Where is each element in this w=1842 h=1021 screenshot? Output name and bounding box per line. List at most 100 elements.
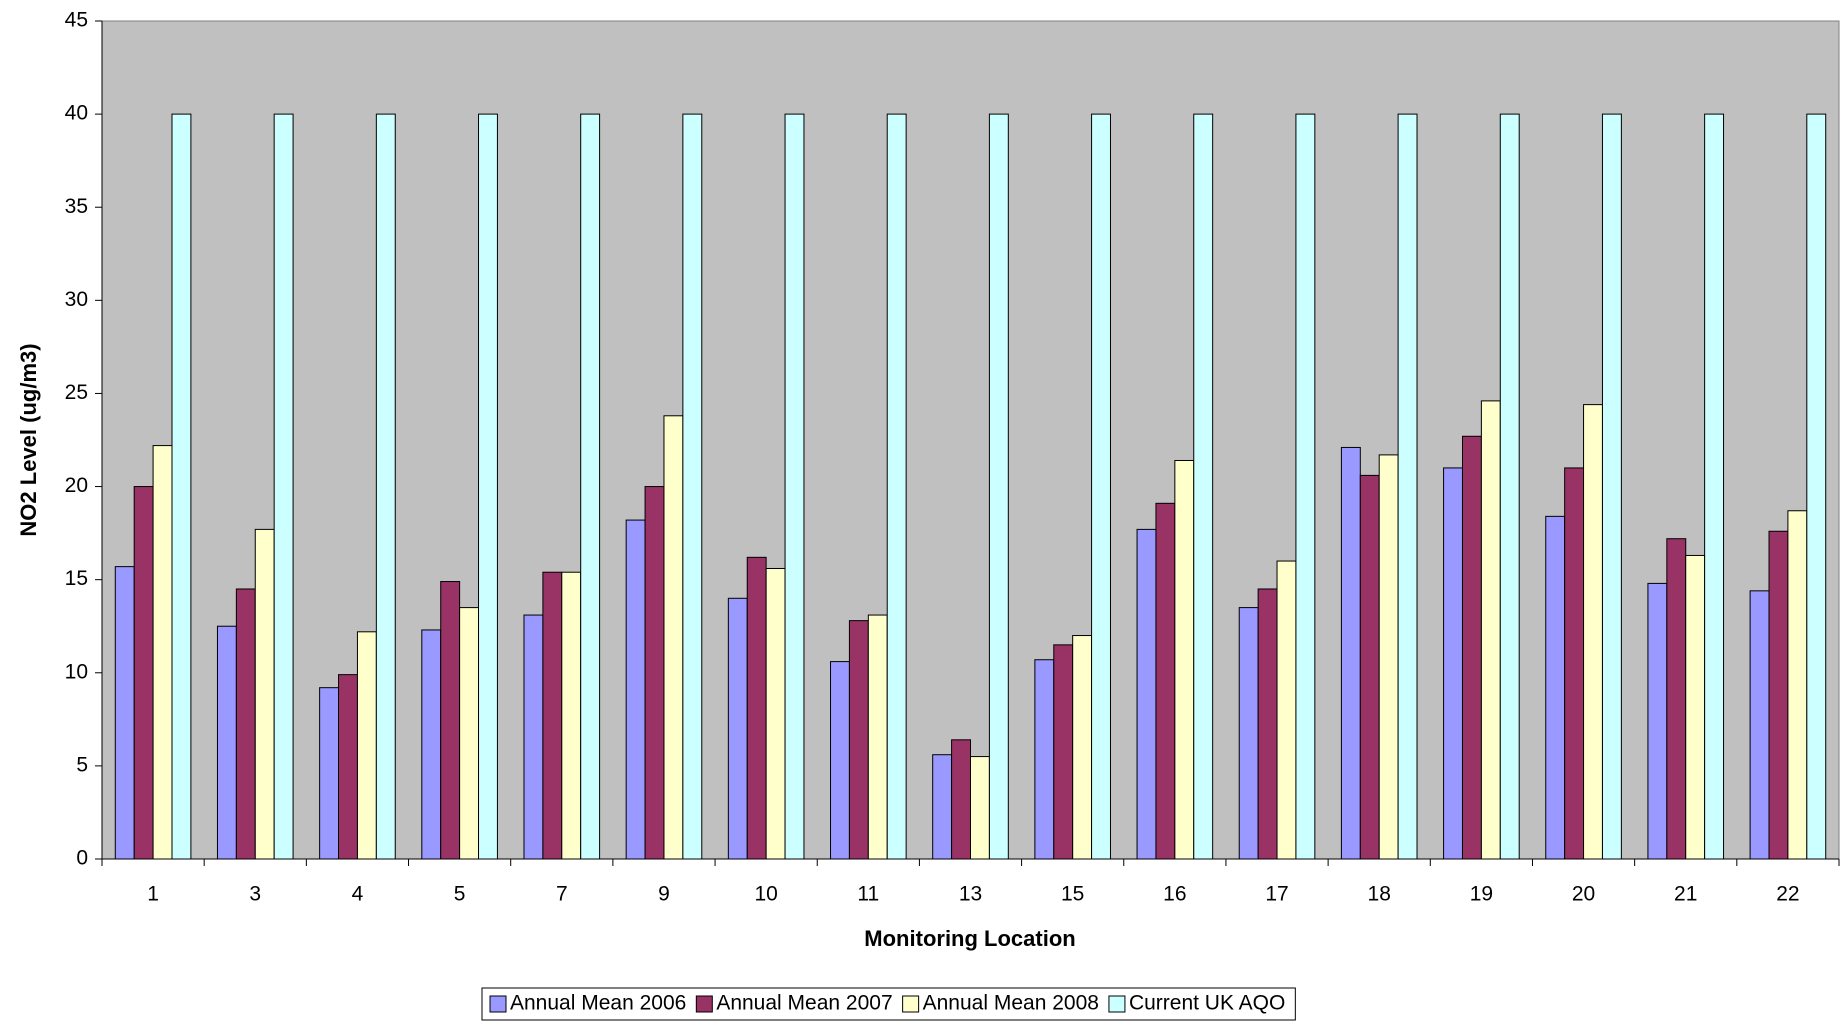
bar — [644, 486, 665, 860]
x-tick-label: 19 — [1470, 883, 1493, 906]
bar — [273, 113, 294, 860]
bar — [133, 486, 154, 860]
bar — [1806, 113, 1827, 860]
x-tick-label: 1 — [147, 883, 159, 906]
bar — [1359, 474, 1380, 860]
y-tick-label: 5 — [76, 753, 88, 776]
bar — [478, 113, 498, 860]
bar — [580, 113, 601, 860]
legend-swatch — [1108, 995, 1126, 1013]
bar — [932, 754, 953, 860]
x-tick-label: 18 — [1368, 883, 1391, 906]
x-tick-label: 22 — [1776, 883, 1799, 906]
bar — [765, 567, 786, 860]
legend-label: Annual Mean 2006 — [510, 992, 686, 1015]
y-tick-label: 45 — [65, 9, 88, 32]
bar — [1499, 113, 1520, 860]
bar — [1193, 113, 1214, 860]
x-tick-label: 4 — [352, 883, 364, 906]
x-tick-label: 10 — [754, 883, 777, 906]
bar — [663, 415, 684, 860]
bar — [1136, 528, 1157, 860]
bar — [1034, 659, 1055, 860]
bar — [1257, 588, 1278, 860]
bar — [1295, 113, 1316, 860]
x-tick-label: 20 — [1572, 883, 1595, 906]
bar — [1072, 635, 1093, 860]
x-axis-title: Monitoring Location — [864, 926, 1075, 951]
x-tick-label: 15 — [1061, 883, 1084, 906]
bar — [1155, 502, 1176, 860]
bar — [375, 113, 396, 860]
bar — [848, 620, 869, 860]
bar — [970, 756, 990, 860]
bar — [1768, 530, 1789, 860]
bar — [1397, 113, 1418, 860]
x-tick-label: 3 — [249, 883, 261, 906]
bar — [523, 614, 544, 860]
legend-swatch — [902, 995, 920, 1013]
bar — [1378, 454, 1399, 860]
bar — [784, 113, 805, 860]
bar — [1666, 538, 1687, 860]
bar — [1174, 459, 1195, 860]
bar — [1340, 446, 1361, 860]
y-tick-label: 25 — [65, 381, 88, 404]
bar — [171, 113, 192, 860]
bar — [988, 113, 1009, 860]
x-tick-label: 17 — [1265, 883, 1288, 906]
bar — [1276, 560, 1297, 860]
bar — [1564, 467, 1585, 860]
bar — [152, 445, 173, 860]
bar — [1461, 435, 1482, 860]
bar — [216, 625, 237, 860]
legend-swatch — [489, 995, 507, 1013]
legend-label: Annual Mean 2007 — [716, 992, 892, 1015]
bar — [1443, 467, 1463, 860]
bar — [561, 571, 582, 860]
bar — [319, 687, 340, 860]
bar — [440, 581, 461, 860]
bar — [682, 113, 703, 860]
bar — [867, 614, 888, 860]
y-tick-label: 35 — [65, 195, 88, 218]
legend-label: Annual Mean 2008 — [923, 992, 1099, 1015]
x-tick-label: 11 — [857, 883, 879, 906]
bar — [1749, 590, 1770, 860]
bar — [625, 519, 646, 860]
bar — [1685, 554, 1706, 860]
bar — [727, 597, 748, 860]
bar — [235, 588, 256, 860]
bar — [951, 739, 971, 860]
y-tick-label: 20 — [65, 474, 88, 497]
bar — [746, 556, 767, 860]
bar — [1647, 582, 1668, 860]
bar — [1053, 644, 1074, 860]
legend-swatch — [695, 995, 713, 1013]
bar — [1583, 404, 1603, 860]
bar — [1091, 113, 1111, 860]
x-tick-label: 16 — [1163, 883, 1186, 906]
legend-label: Current UK AQO — [1129, 992, 1285, 1015]
y-tick-label: 15 — [65, 567, 88, 590]
bar — [542, 571, 563, 860]
bar — [338, 674, 358, 860]
y-tick-label: 30 — [65, 288, 88, 311]
x-tick-label: 21 — [1674, 883, 1697, 906]
bar — [421, 629, 442, 860]
y-tick-label: 0 — [76, 847, 88, 870]
x-tick-label: 13 — [959, 883, 982, 906]
bar — [1480, 400, 1501, 860]
bar — [459, 607, 480, 860]
bar — [1238, 607, 1259, 860]
bar — [830, 661, 850, 860]
bar — [1601, 113, 1622, 860]
bar — [1787, 510, 1808, 860]
bar — [254, 528, 275, 860]
bar — [1545, 515, 1566, 860]
x-tick-label: 7 — [556, 883, 568, 906]
bar — [114, 566, 135, 860]
bar — [1704, 113, 1725, 860]
legend — [481, 987, 1296, 1021]
